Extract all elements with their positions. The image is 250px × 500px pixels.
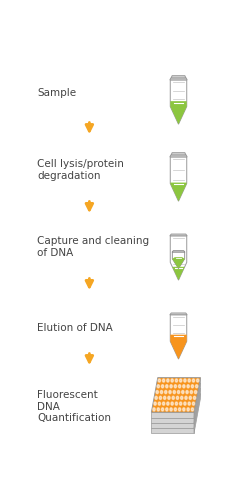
Ellipse shape bbox=[173, 390, 176, 394]
Ellipse shape bbox=[158, 402, 160, 405]
Polygon shape bbox=[170, 182, 187, 201]
Ellipse shape bbox=[155, 396, 157, 400]
Ellipse shape bbox=[168, 396, 170, 400]
Ellipse shape bbox=[193, 396, 196, 400]
Ellipse shape bbox=[184, 379, 186, 382]
Ellipse shape bbox=[166, 384, 168, 388]
Polygon shape bbox=[194, 383, 200, 423]
Polygon shape bbox=[172, 252, 185, 268]
Ellipse shape bbox=[188, 379, 190, 382]
Ellipse shape bbox=[192, 402, 195, 405]
Ellipse shape bbox=[164, 396, 166, 400]
Ellipse shape bbox=[159, 396, 162, 400]
Ellipse shape bbox=[194, 390, 197, 394]
Ellipse shape bbox=[157, 408, 160, 411]
Ellipse shape bbox=[188, 402, 190, 405]
Ellipse shape bbox=[172, 396, 174, 400]
Text: Capture and cleaning
of DNA: Capture and cleaning of DNA bbox=[37, 236, 149, 258]
Ellipse shape bbox=[162, 384, 164, 388]
Polygon shape bbox=[172, 267, 185, 280]
Ellipse shape bbox=[158, 379, 160, 382]
Text: Elution of DNA: Elution of DNA bbox=[37, 322, 113, 332]
Ellipse shape bbox=[175, 402, 178, 405]
Ellipse shape bbox=[164, 390, 167, 394]
Ellipse shape bbox=[160, 390, 163, 394]
Ellipse shape bbox=[189, 396, 192, 400]
Ellipse shape bbox=[171, 402, 173, 405]
Polygon shape bbox=[170, 78, 187, 80]
Polygon shape bbox=[152, 428, 194, 434]
Polygon shape bbox=[170, 157, 187, 201]
Ellipse shape bbox=[196, 379, 199, 382]
Ellipse shape bbox=[182, 390, 184, 394]
Ellipse shape bbox=[154, 402, 156, 405]
Polygon shape bbox=[152, 412, 194, 418]
Ellipse shape bbox=[157, 384, 160, 388]
Ellipse shape bbox=[180, 396, 183, 400]
Ellipse shape bbox=[191, 384, 194, 388]
Ellipse shape bbox=[190, 390, 192, 394]
Polygon shape bbox=[194, 394, 200, 434]
Polygon shape bbox=[170, 234, 187, 236]
Text: Cell lysis/protein
degradation: Cell lysis/protein degradation bbox=[37, 159, 124, 180]
Ellipse shape bbox=[162, 402, 165, 405]
Polygon shape bbox=[170, 236, 187, 280]
Ellipse shape bbox=[162, 379, 165, 382]
Ellipse shape bbox=[178, 390, 180, 394]
Polygon shape bbox=[170, 315, 187, 359]
Text: Fluorescent
DNA
Quantification: Fluorescent DNA Quantification bbox=[37, 390, 111, 423]
Ellipse shape bbox=[175, 379, 178, 382]
Ellipse shape bbox=[167, 402, 169, 405]
Ellipse shape bbox=[191, 408, 194, 411]
Ellipse shape bbox=[153, 408, 155, 411]
Ellipse shape bbox=[196, 384, 198, 388]
Ellipse shape bbox=[180, 402, 182, 405]
Ellipse shape bbox=[187, 408, 189, 411]
Ellipse shape bbox=[178, 408, 181, 411]
Text: Sample: Sample bbox=[37, 88, 76, 98]
Ellipse shape bbox=[184, 402, 186, 405]
Polygon shape bbox=[194, 388, 200, 428]
Ellipse shape bbox=[167, 379, 169, 382]
Ellipse shape bbox=[156, 390, 158, 394]
Ellipse shape bbox=[174, 384, 176, 388]
Ellipse shape bbox=[169, 390, 171, 394]
Ellipse shape bbox=[170, 384, 172, 388]
Ellipse shape bbox=[187, 384, 189, 388]
Ellipse shape bbox=[183, 408, 185, 411]
Ellipse shape bbox=[171, 379, 173, 382]
Ellipse shape bbox=[185, 396, 187, 400]
Polygon shape bbox=[171, 76, 186, 78]
Ellipse shape bbox=[178, 384, 181, 388]
Polygon shape bbox=[170, 313, 187, 315]
Polygon shape bbox=[170, 80, 187, 124]
Polygon shape bbox=[172, 257, 185, 268]
Ellipse shape bbox=[176, 396, 179, 400]
Polygon shape bbox=[152, 378, 200, 412]
Polygon shape bbox=[152, 418, 194, 423]
Polygon shape bbox=[171, 152, 186, 155]
Polygon shape bbox=[170, 155, 187, 157]
Ellipse shape bbox=[192, 379, 195, 382]
Ellipse shape bbox=[162, 408, 164, 411]
Polygon shape bbox=[170, 101, 187, 124]
Ellipse shape bbox=[186, 390, 188, 394]
Ellipse shape bbox=[174, 408, 176, 411]
Ellipse shape bbox=[180, 379, 182, 382]
Ellipse shape bbox=[166, 408, 168, 411]
Polygon shape bbox=[172, 250, 185, 252]
Ellipse shape bbox=[170, 408, 172, 411]
Polygon shape bbox=[194, 378, 200, 418]
Polygon shape bbox=[170, 334, 187, 359]
Polygon shape bbox=[152, 423, 194, 428]
Ellipse shape bbox=[183, 384, 185, 388]
